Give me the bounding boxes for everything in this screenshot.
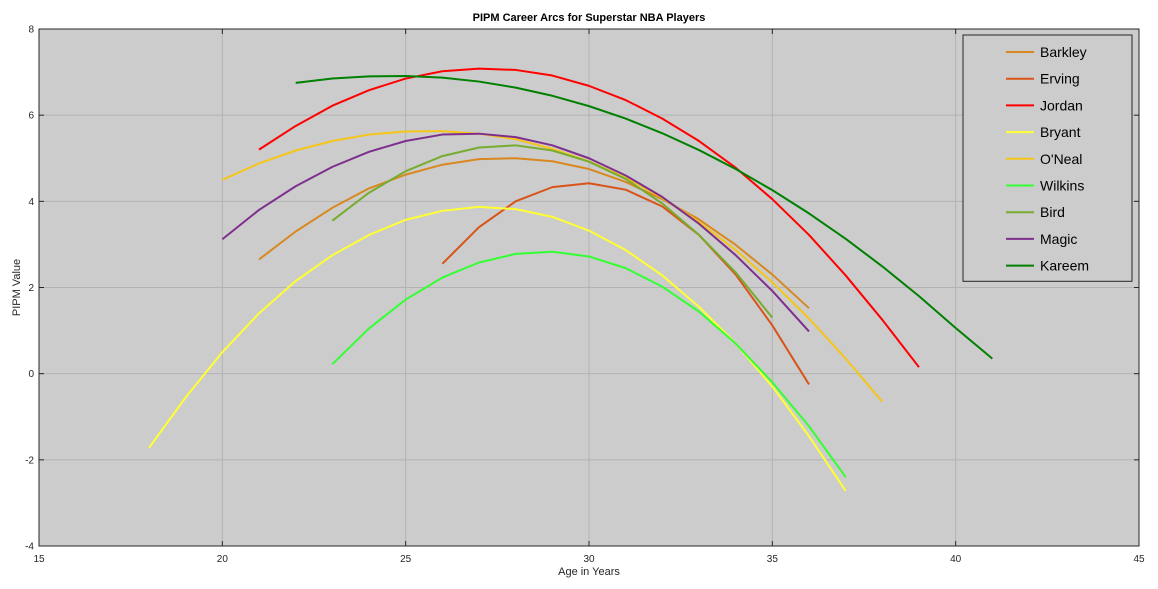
x-tick-label: 30 — [583, 554, 595, 565]
x-tick-label: 25 — [400, 554, 412, 565]
y-tick-label: 2 — [28, 283, 34, 294]
series-lines — [148, 67, 993, 492]
x-tick-label: 35 — [767, 554, 779, 565]
x-tick-label: 45 — [1133, 554, 1145, 565]
legend-label: O'Neal — [1040, 151, 1082, 167]
legend-label: Magic — [1040, 231, 1077, 247]
legend: Barkley Erving Jordan Bryant O'Neal Wilkins Bi… — [962, 34, 1133, 282]
series-line-jordan — [258, 67, 920, 368]
legend-label: Barkley — [1040, 44, 1087, 60]
grid — [39, 29, 1139, 546]
y-axis-label: PIPM Value — [11, 259, 23, 316]
series-line-kareem — [295, 74, 993, 360]
legend-label: Bird — [1040, 204, 1065, 220]
x-axis-label: Age in Years — [558, 566, 620, 578]
y-tick-label: 6 — [28, 111, 34, 122]
series-line-wilkins — [331, 250, 847, 478]
y-tick-label: -2 — [25, 455, 34, 466]
series-line-oneal — [221, 130, 884, 403]
y-tick-label: 8 — [28, 25, 34, 36]
chart-title: PIPM Career Arcs for Superstar NBA Playe… — [473, 12, 706, 24]
series-line-bird — [331, 144, 774, 319]
legend-label: Jordan — [1040, 97, 1083, 113]
legend-label: Wilkins — [1040, 178, 1084, 194]
axis-ticks: 15 20 25 30 35 40 45 -4 -2 0 2 4 6 8 — [25, 25, 1145, 566]
legend-box — [962, 34, 1133, 282]
y-tick-label: 4 — [28, 197, 34, 208]
x-tick-label: 40 — [950, 554, 962, 565]
legend-label: Kareem — [1040, 258, 1089, 274]
legend-label: Bryant — [1040, 124, 1081, 140]
series-line-magic — [221, 132, 810, 333]
series-line-erving — [441, 182, 810, 385]
x-tick-label: 15 — [33, 554, 45, 565]
y-tick-label: 0 — [28, 369, 34, 380]
legend-label: Erving — [1040, 71, 1080, 87]
series-line-barkley — [258, 157, 810, 309]
x-tick-label: 20 — [217, 554, 229, 565]
y-tick-label: -4 — [25, 542, 34, 553]
